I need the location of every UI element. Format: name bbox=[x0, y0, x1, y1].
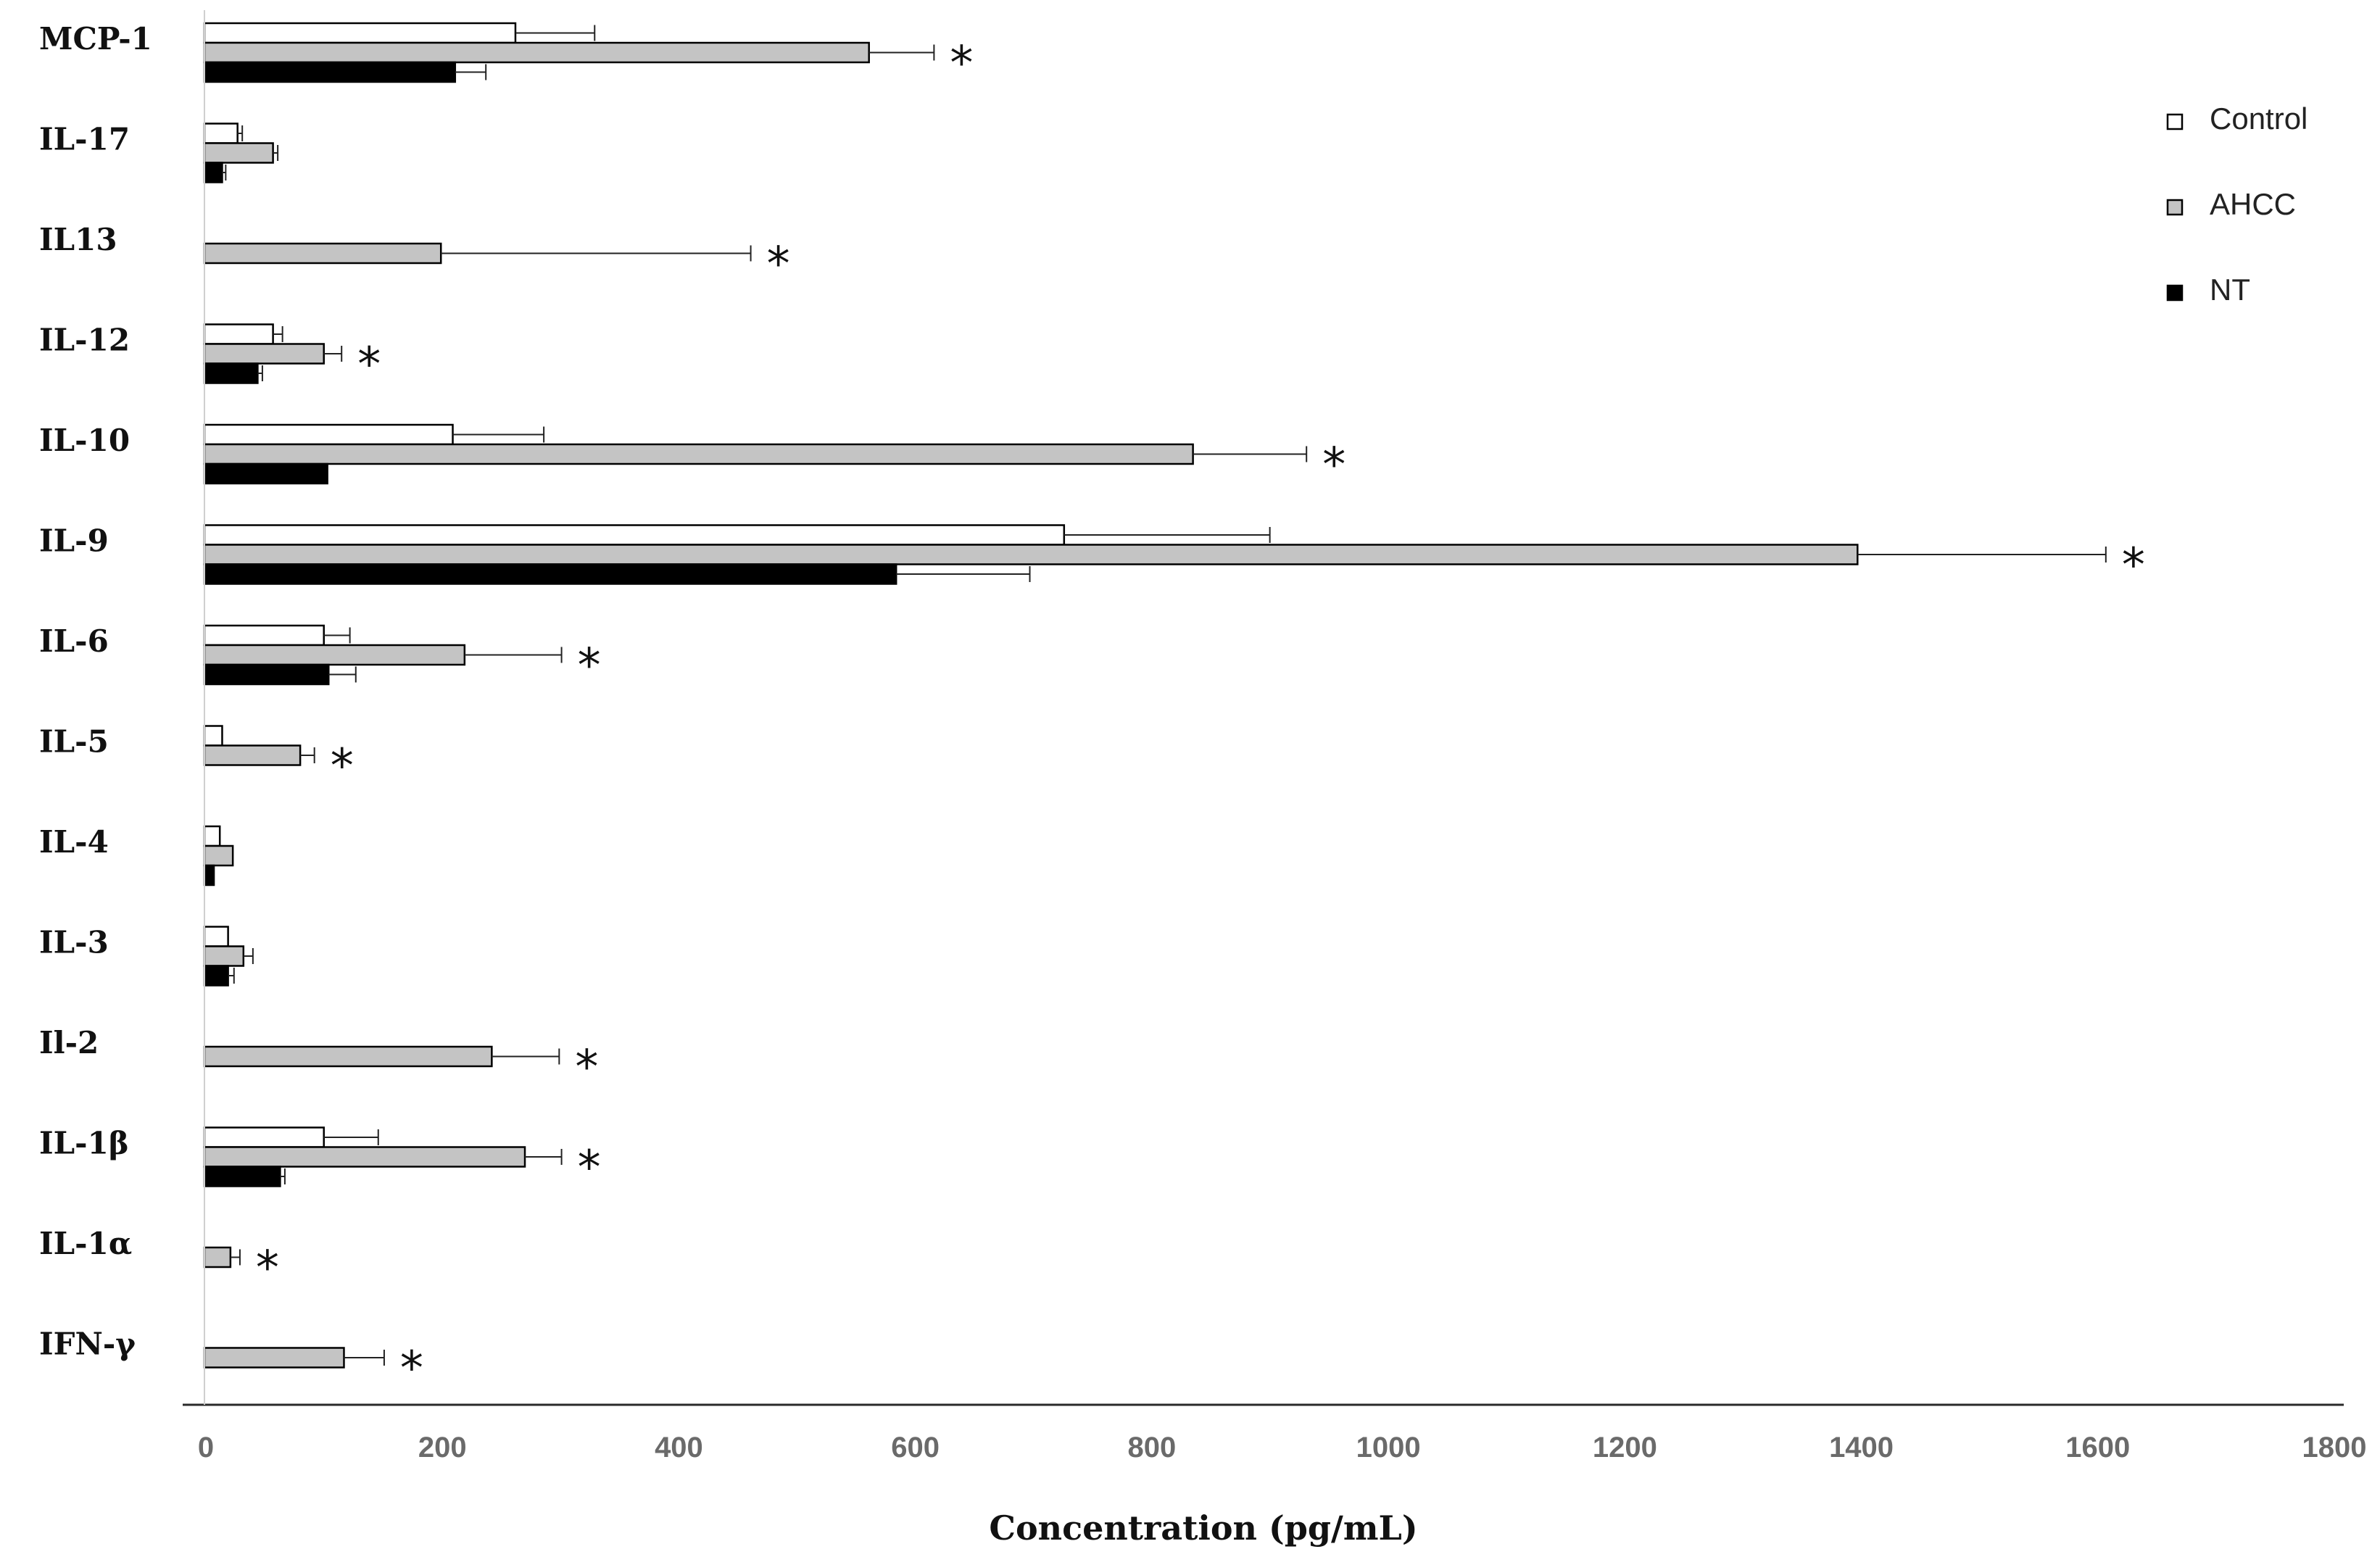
x-tick-label-600: 600 bbox=[891, 1432, 940, 1463]
legend-swatch-control bbox=[2166, 113, 2184, 130]
x-tick-label-1800: 1800 bbox=[2302, 1432, 2367, 1463]
bar-nt-il-3 bbox=[203, 965, 229, 987]
legend-label-ahcc: AHCC bbox=[2210, 187, 2296, 221]
bar-control-il-3 bbox=[203, 926, 229, 947]
legend-swatch-ahcc bbox=[2166, 199, 2184, 216]
bar-ahcc-il-9 bbox=[203, 544, 1859, 565]
bar-control-il-4 bbox=[203, 825, 221, 847]
bar-ahcc-il-1- bbox=[203, 1246, 232, 1269]
category-label-il-3: IL-3 bbox=[39, 925, 109, 960]
bar-nt-il-10 bbox=[203, 462, 328, 485]
legend-swatch-nt bbox=[2166, 284, 2184, 302]
significance-star-il-6: * bbox=[578, 639, 601, 693]
x-tick-label-1400: 1400 bbox=[1829, 1432, 1894, 1463]
significance-star-il13: * bbox=[767, 238, 790, 291]
significance-star-il-12: * bbox=[357, 339, 381, 392]
bar-ahcc-il-1- bbox=[203, 1146, 526, 1168]
x-axis-title: Concentration (pg/mL) bbox=[989, 1508, 1417, 1548]
bar-nt-mcp-1 bbox=[203, 61, 457, 83]
x-tick-label-0: 0 bbox=[198, 1432, 214, 1463]
bar-ahcc-il-4 bbox=[203, 844, 234, 867]
significance-star-ifn-: * bbox=[400, 1342, 423, 1396]
category-label-il-2: Il-2 bbox=[39, 1025, 99, 1060]
x-tick-label-800: 800 bbox=[1128, 1432, 1177, 1463]
bar-ahcc-il-10 bbox=[203, 443, 1194, 465]
category-label-il-1-: IL-1β bbox=[39, 1126, 129, 1161]
bar-ahcc-mcp-1 bbox=[203, 41, 870, 64]
x-tick-label-1600: 1600 bbox=[2065, 1432, 2130, 1463]
bar-control-mcp-1 bbox=[203, 22, 517, 44]
legend: Control AHCC NT bbox=[2166, 101, 2308, 307]
category-label-il-5: IL-5 bbox=[39, 724, 109, 760]
category-label-il13: IL13 bbox=[39, 222, 117, 257]
bar-ahcc-il-12 bbox=[203, 343, 325, 365]
bar-ahcc-il-6 bbox=[203, 644, 466, 666]
x-tick-label-200: 200 bbox=[418, 1432, 467, 1463]
category-label-il-9: IL-9 bbox=[39, 523, 109, 559]
bar-ahcc-ifn- bbox=[203, 1347, 345, 1369]
significance-star-il-5: * bbox=[331, 740, 354, 794]
x-tick-label-1200: 1200 bbox=[1593, 1432, 1657, 1463]
bar-ahcc-il-17 bbox=[203, 142, 274, 164]
category-label-il-10: IL-10 bbox=[39, 423, 130, 458]
category-label-il-12: IL-12 bbox=[39, 323, 130, 358]
bar-control-il-5 bbox=[203, 725, 223, 747]
bar-ahcc-il13 bbox=[203, 242, 442, 265]
significance-star-il-10: * bbox=[1322, 439, 1346, 492]
x-axis: 0 200 400 600 800 1000 1200 1400 1600 1800 bbox=[183, 10, 2366, 1463]
category-label-mcp-1: MCP-1 bbox=[39, 21, 152, 57]
category-label-il-1-: IL-1α bbox=[39, 1226, 132, 1261]
x-tick-label-1000: 1000 bbox=[1356, 1432, 1421, 1463]
category-label-il-17: IL-17 bbox=[39, 122, 130, 157]
significance-star-mcp-1: * bbox=[950, 37, 973, 91]
bar-control-il-6 bbox=[203, 624, 325, 647]
bar-control-il-9 bbox=[203, 524, 1066, 546]
bar-ahcc-il-5 bbox=[203, 744, 302, 766]
bar-control-il-17 bbox=[203, 123, 239, 144]
bar-control-il-12 bbox=[203, 323, 274, 345]
x-tick-label-400: 400 bbox=[655, 1432, 703, 1463]
significance-star-il-9: * bbox=[2122, 539, 2145, 593]
legend-label-nt: NT bbox=[2210, 273, 2250, 307]
legend-label-control: Control bbox=[2210, 101, 2308, 136]
bar-ahcc-il-3 bbox=[203, 945, 245, 967]
bar-nt-il-12 bbox=[203, 362, 259, 384]
bar-nt-il-9 bbox=[203, 563, 897, 585]
plot-area: MCP-1 * IL-17 IL13 * IL-12 * IL-10 * IL-9 * IL-6 * IL… bbox=[39, 21, 2145, 1396]
bar-nt-il-6 bbox=[203, 663, 330, 686]
significance-star-il-1-: * bbox=[256, 1242, 279, 1295]
bar-control-il-1- bbox=[203, 1126, 325, 1148]
significance-star-il-1-: * bbox=[578, 1142, 601, 1195]
bar-nt-il-17 bbox=[203, 162, 223, 183]
category-label-il-4: IL-4 bbox=[39, 824, 109, 860]
bar-nt-il-4 bbox=[203, 864, 215, 887]
category-label-ifn-: IFN-γ bbox=[39, 1326, 136, 1362]
bar-ahcc-il-2 bbox=[203, 1045, 493, 1068]
bar-nt-il-1- bbox=[203, 1166, 281, 1187]
category-label-il-6: IL-6 bbox=[39, 623, 109, 659]
bar-control-il-10 bbox=[203, 423, 454, 446]
significance-star-il-2: * bbox=[575, 1041, 598, 1095]
